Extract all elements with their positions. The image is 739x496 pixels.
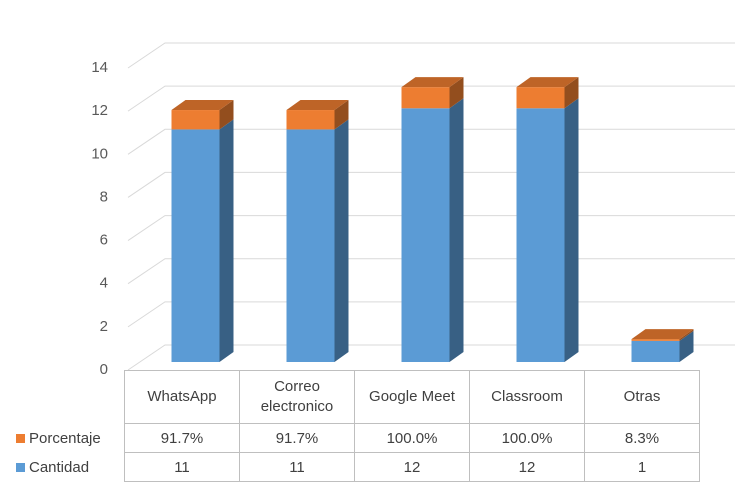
bar [401, 87, 450, 109]
bar-side [219, 119, 234, 362]
series-row: Cantidad 11 11 12 12 1 [10, 452, 700, 482]
legend-label: Porcentaje [29, 429, 101, 447]
data-table: WhatsApp Correo electronico Google Meet Cla… [10, 370, 700, 482]
corner [10, 371, 125, 424]
y-tick-label: 0 [100, 361, 108, 378]
category-label: Otras [584, 370, 700, 424]
grid-line [127, 42, 735, 69]
y-tick-label: 14 [91, 59, 108, 76]
table-value: 100.0% [469, 423, 585, 453]
bar-side [449, 98, 464, 363]
table-value: 91.7% [239, 423, 355, 453]
legend-label: Cantidad [29, 458, 90, 476]
bar [171, 129, 220, 362]
table-value: 11 [239, 452, 355, 482]
table-value: 100.0% [354, 423, 470, 453]
y-tick-label: 12 [91, 102, 108, 119]
category-label: WhatsApp [124, 370, 240, 424]
bar [401, 108, 450, 363]
table-value: 8.3% [584, 423, 700, 453]
bar-top [286, 100, 349, 111]
legend-swatch [16, 462, 25, 472]
bar-side [679, 329, 694, 341]
bar [631, 340, 680, 362]
bar [631, 339, 680, 341]
legend-entry: Cantidad [10, 453, 125, 482]
y-tick-label: 4 [100, 275, 108, 292]
series-row: Porcentaje 91.7% 91.7% 100.0% 100.0% 8.3% [10, 423, 700, 453]
y-tick-label: 6 [100, 232, 108, 249]
table-value: 11 [124, 452, 240, 482]
bar [171, 110, 220, 130]
bar-side [564, 77, 579, 109]
bar-top [401, 77, 464, 88]
bar-side [334, 100, 349, 130]
category-label: Classroom [469, 370, 585, 424]
y-tick-label: 8 [100, 188, 108, 205]
bar [286, 129, 335, 362]
category-label: Google Meet [354, 370, 470, 424]
bar-side [334, 119, 349, 362]
bar [516, 108, 565, 363]
bar [516, 87, 565, 109]
bar-side [219, 100, 234, 130]
legend-swatch [16, 433, 25, 443]
table-value: 12 [354, 452, 470, 482]
bar-side [564, 98, 579, 363]
legend-entry: Porcentaje [10, 424, 125, 453]
y-tick-label: 2 [100, 318, 108, 335]
table-value: 91.7% [124, 423, 240, 453]
y-tick-label: 10 [91, 145, 108, 162]
table-value: 1 [584, 452, 700, 482]
bar-side [449, 77, 464, 109]
bar-top [516, 77, 579, 88]
bar [286, 110, 335, 130]
header-row: WhatsApp Correo electronico Google Meet Cla… [10, 370, 700, 424]
bar-top [171, 100, 234, 111]
bar-top [631, 329, 694, 340]
category-label: Correo electronico [239, 370, 355, 424]
table-value: 12 [469, 452, 585, 482]
bar-side [679, 330, 694, 362]
